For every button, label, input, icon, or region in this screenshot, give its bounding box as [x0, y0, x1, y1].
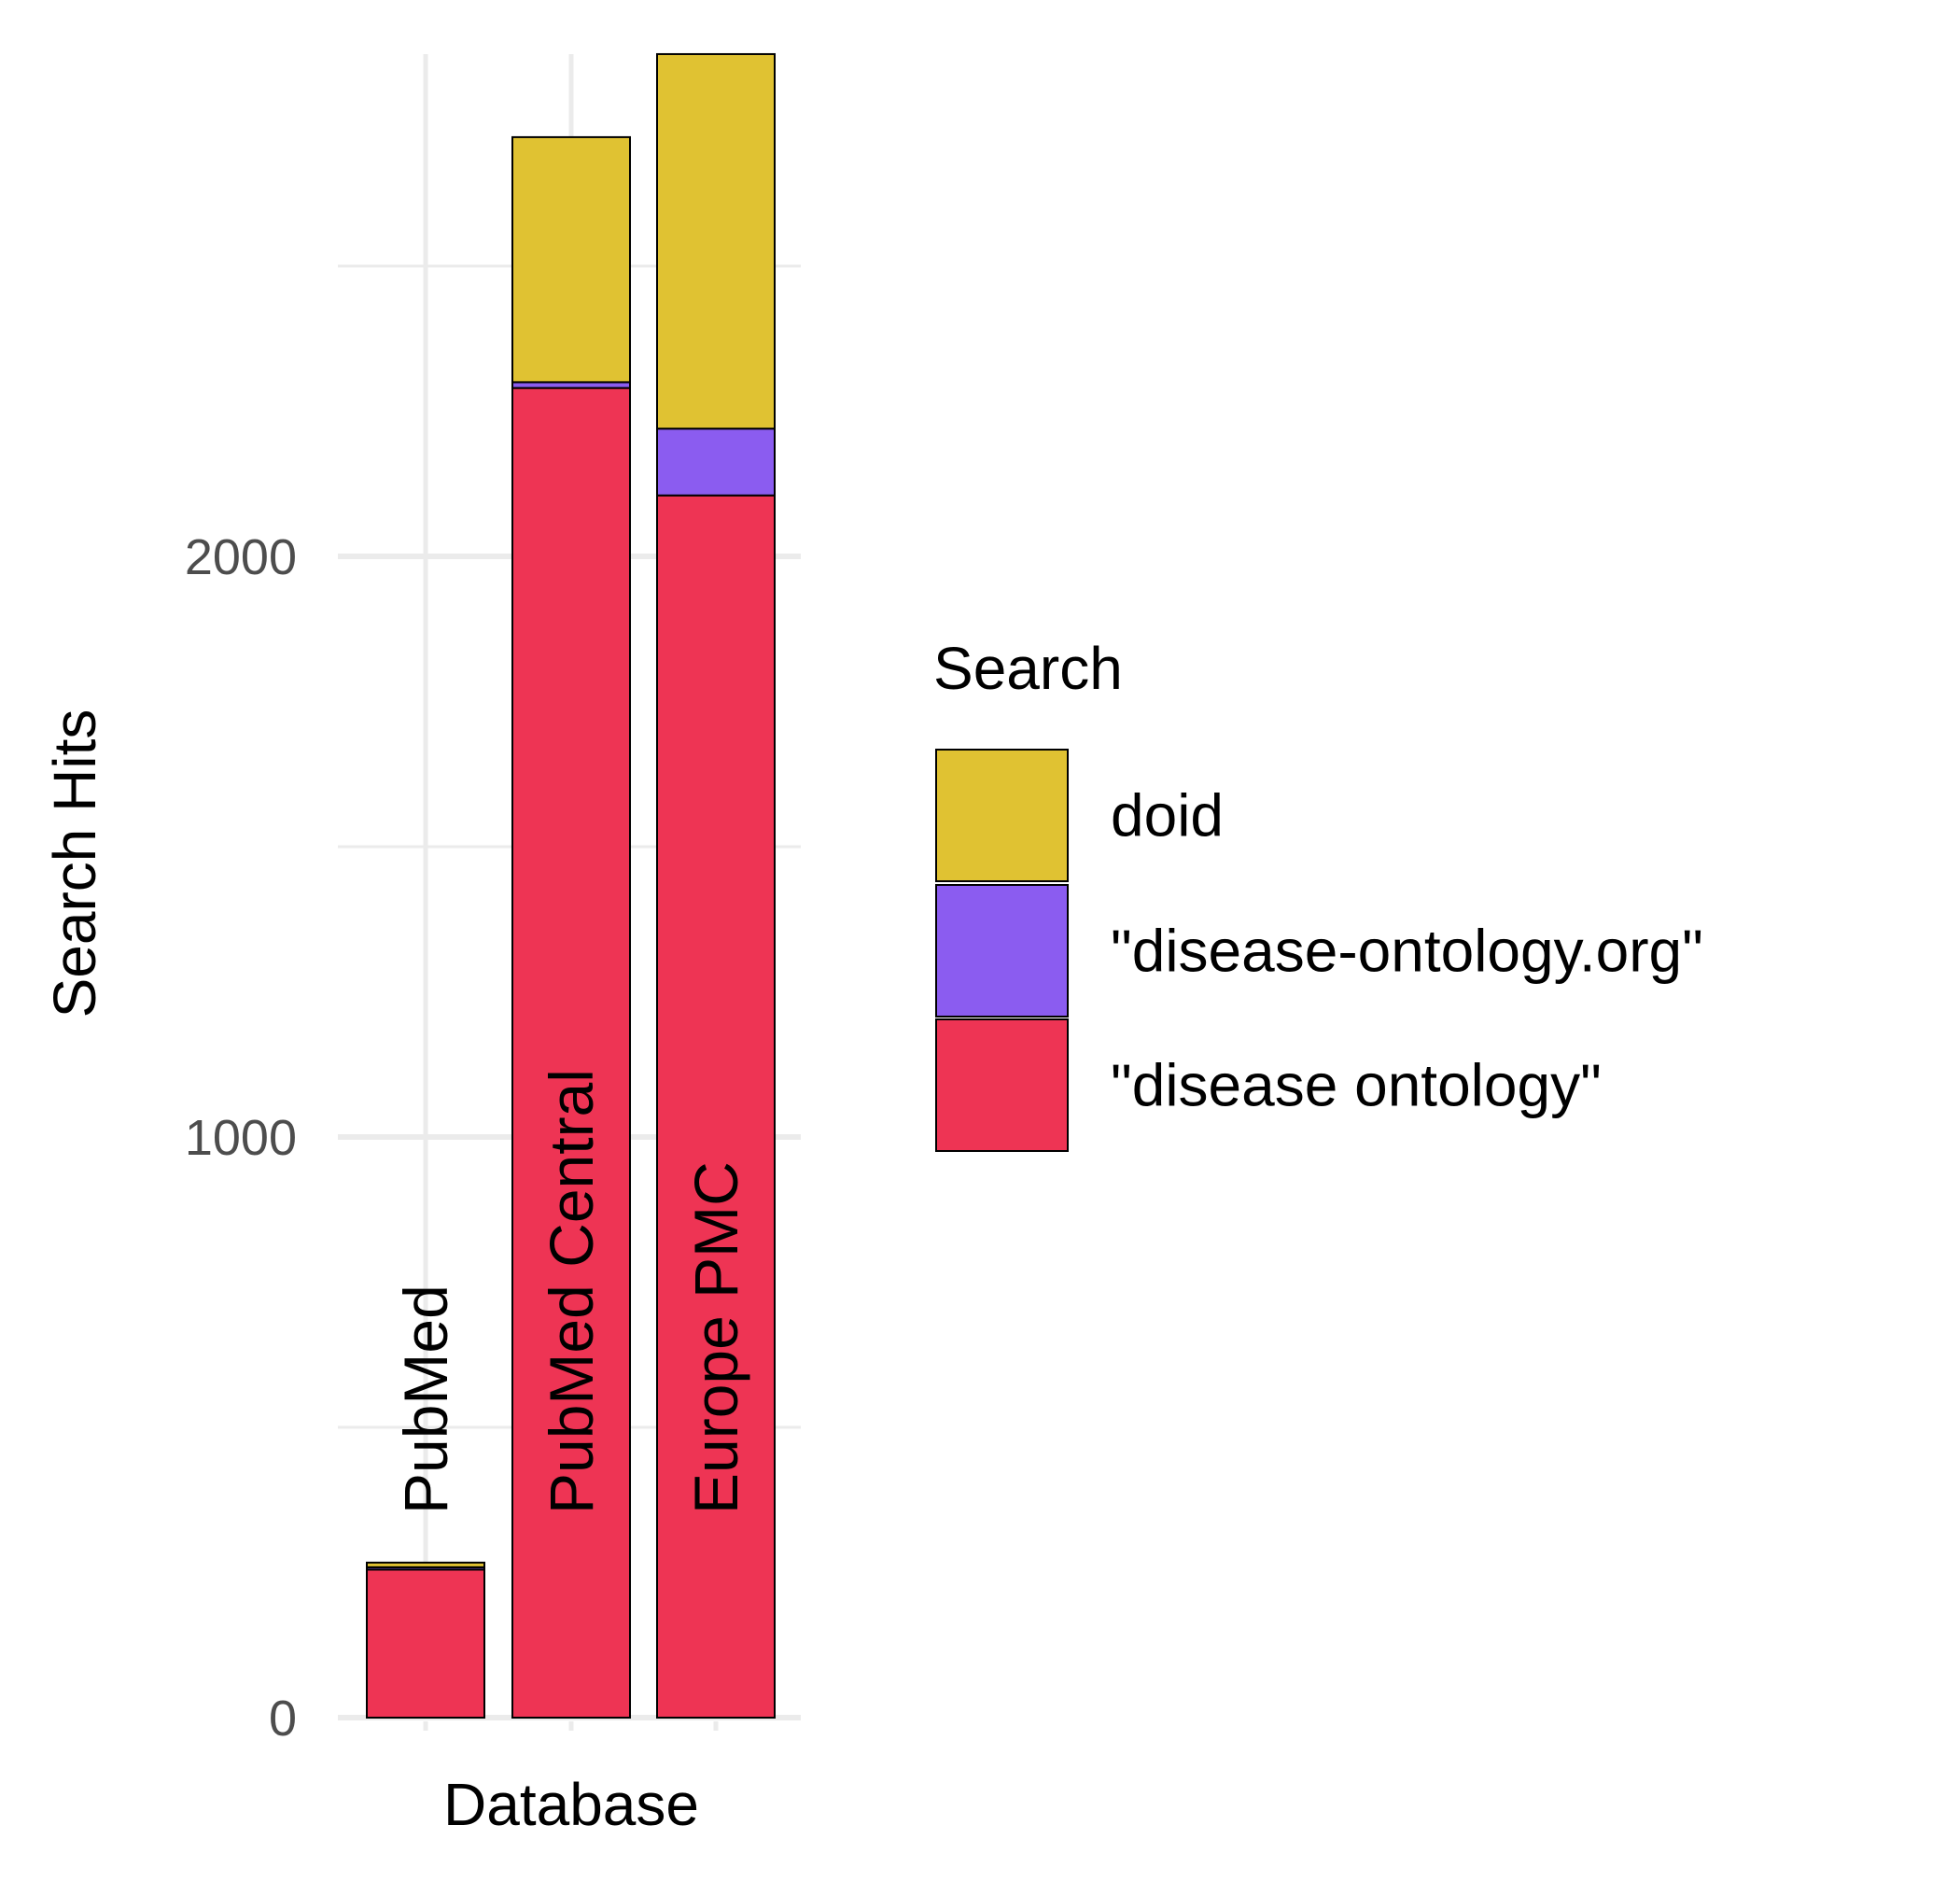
legend-key — [935, 1018, 1069, 1152]
legend-label: "disease ontology" — [1111, 1052, 1602, 1119]
bar-segment — [656, 52, 776, 430]
legend-title: Search — [933, 635, 1123, 702]
bars-layer — [366, 52, 776, 1720]
y-axis-title: Search Hits — [41, 709, 108, 1018]
legend-label: doid — [1111, 782, 1224, 849]
bar-segment — [366, 1568, 485, 1720]
bar-segment — [656, 428, 776, 497]
axis-layer: Search Hits Database 0 1000 2000 — [41, 529, 719, 1838]
bar-segment — [366, 1561, 485, 1568]
legend-key — [935, 884, 1069, 1018]
legend-key — [935, 749, 1069, 882]
y-tick-label: 0 — [269, 1691, 297, 1747]
y-tick-label: 2000 — [185, 529, 297, 585]
bar-category-label: PubMed — [391, 1284, 460, 1514]
legend-label: "disease-ontology.org" — [1111, 918, 1703, 985]
bar-segment — [511, 135, 631, 384]
y-tick-label: 1000 — [185, 1110, 297, 1166]
x-axis-title: Database — [443, 1771, 699, 1838]
legend: Search doid "disease-ontology.org" "diseas… — [933, 635, 1703, 1152]
bar-category-label: Europe PMC — [681, 1161, 750, 1514]
bar-segment — [511, 386, 631, 1719]
bar-segment — [656, 494, 776, 1720]
bar-category-label: PubMed Central — [537, 1069, 606, 1514]
bar-labels-layer: PubMed PubMed Central Europe PMC — [391, 1069, 750, 1514]
